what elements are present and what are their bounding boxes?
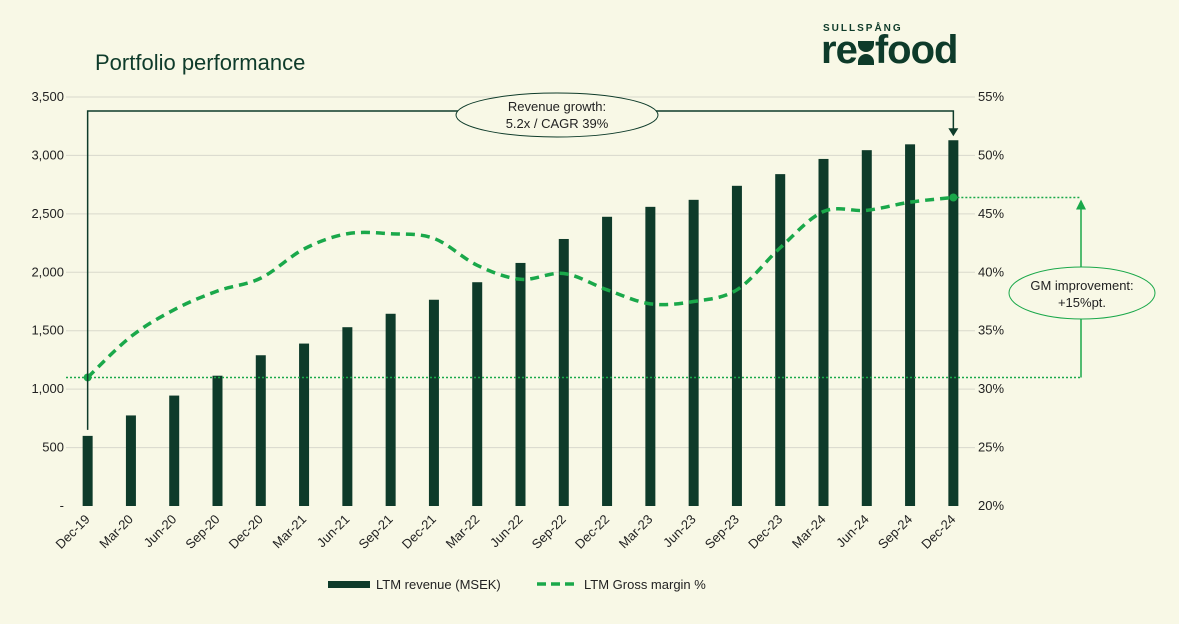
revenue-bar xyxy=(905,144,916,506)
x-tick-label: Sep-20 xyxy=(182,512,222,552)
x-tick-label: Jun-20 xyxy=(141,512,180,551)
y-axis-right: 20% 25% 30% 35% 40% 45% 50% 55% xyxy=(978,89,1004,513)
reference-lines xyxy=(66,196,1081,379)
x-axis: Dec-19 Mar-20 Jun-20 Sep-20 Dec-20 Mar-21 Jun-… xyxy=(53,512,959,552)
revenue-bar xyxy=(255,355,266,506)
revenue-arrow-head-icon xyxy=(948,128,959,137)
line-series xyxy=(83,193,958,382)
margin-line xyxy=(86,195,954,379)
revenue-bar xyxy=(169,395,180,506)
revenue-bar xyxy=(602,216,613,506)
y-left-tick-label: - xyxy=(60,498,64,513)
y-left-tick-label: 1,000 xyxy=(31,381,64,396)
y-left-tick-label: 500 xyxy=(42,440,64,455)
revenue-bar xyxy=(342,327,353,506)
legend: LTM revenue (MSEK) LTM Gross margin % xyxy=(328,577,706,592)
x-tick-label: Dec-19 xyxy=(53,512,93,552)
y-right-tick-label: 25% xyxy=(978,440,1004,455)
x-tick-label: Sep-24 xyxy=(875,512,915,552)
revenue-bar xyxy=(82,435,93,506)
y-left-tick-label: 2,000 xyxy=(31,264,64,279)
y-right-tick-label: 20% xyxy=(978,498,1004,513)
y-right-tick-label: 40% xyxy=(978,264,1004,279)
x-tick-label: Jun-21 xyxy=(314,512,353,551)
chart-title: Portfolio performance xyxy=(95,50,306,75)
y-left-tick-label: 3,000 xyxy=(31,147,64,162)
brand-logo-post: food xyxy=(874,28,959,72)
x-tick-label: Dec-24 xyxy=(918,512,958,552)
revenue-bar xyxy=(731,185,742,506)
brand-logo-pre: re xyxy=(821,28,858,72)
bar-series xyxy=(82,140,959,507)
revenue-bar xyxy=(558,238,569,506)
revenue-annotation-line2: 5.2x / CAGR 39% xyxy=(506,116,609,131)
margin-arrow-head-icon xyxy=(1076,199,1086,210)
margin-annotation-line1: GM improvement: xyxy=(1030,278,1133,293)
annotations: Revenue growth: 5.2x / CAGR 39% GM improve… xyxy=(86,92,1156,430)
revenue-bar xyxy=(125,415,136,506)
y-right-tick-label: 30% xyxy=(978,381,1004,396)
x-tick-label: Jun-23 xyxy=(660,512,699,551)
y-left-tick-label: 1,500 xyxy=(31,323,64,338)
revenue-bar xyxy=(775,174,786,506)
y-left-tick-label: 2,500 xyxy=(31,206,64,221)
brand-tagline: SULLSPÅNG xyxy=(823,23,903,34)
revenue-annotation-bubble xyxy=(455,92,659,138)
y-right-tick-label: 55% xyxy=(978,89,1004,104)
revenue-bar xyxy=(645,206,656,507)
revenue-bar xyxy=(299,343,310,506)
revenue-bar xyxy=(472,282,483,506)
margin-annotation-line2: +15%pt. xyxy=(1058,295,1106,310)
revenue-bar xyxy=(818,158,829,507)
brand-logo-mark-icon xyxy=(857,41,874,65)
legend-margin-label: LTM Gross margin % xyxy=(584,577,706,592)
y-left-tick-label: 3,500 xyxy=(31,89,64,104)
revenue-bar xyxy=(428,299,439,506)
y-axis-left: - 500 1,000 1,500 2,000 2,500 3,000 3,500 xyxy=(31,89,64,513)
margin-end-point xyxy=(949,193,958,202)
x-tick-label: Jun-24 xyxy=(833,512,872,551)
x-tick-label: Dec-23 xyxy=(745,512,785,552)
x-tick-label: Sep-22 xyxy=(529,512,569,552)
x-tick-label: Mar-21 xyxy=(269,512,309,552)
revenue-bar xyxy=(385,313,396,506)
margin-annotation-bubble xyxy=(1008,266,1156,320)
x-tick-label: Dec-20 xyxy=(226,512,266,552)
y-right-tick-label: 45% xyxy=(978,206,1004,221)
revenue-bar xyxy=(688,199,699,506)
x-tick-label: Sep-21 xyxy=(356,512,396,552)
x-tick-label: Mar-24 xyxy=(789,512,829,552)
revenue-annotation-line1: Revenue growth: xyxy=(508,99,606,114)
x-tick-label: Mar-23 xyxy=(616,512,656,552)
x-tick-label: Mar-22 xyxy=(443,512,483,552)
revenue-bar xyxy=(212,375,223,506)
revenue-bar xyxy=(861,150,872,507)
x-tick-label: Jun-22 xyxy=(487,512,526,551)
revenue-bar xyxy=(515,262,526,506)
brand-logo: re food xyxy=(821,28,959,73)
revenue-bar xyxy=(948,140,959,507)
x-tick-label: Sep-23 xyxy=(702,512,742,552)
legend-revenue-swatch xyxy=(328,581,370,588)
x-tick-label: Dec-21 xyxy=(399,512,439,552)
y-right-tick-label: 35% xyxy=(978,323,1004,338)
legend-revenue-label: LTM revenue (MSEK) xyxy=(376,577,501,592)
x-tick-label: Mar-20 xyxy=(96,512,136,552)
y-right-tick-label: 50% xyxy=(978,147,1004,162)
x-tick-label: Dec-22 xyxy=(572,512,612,552)
